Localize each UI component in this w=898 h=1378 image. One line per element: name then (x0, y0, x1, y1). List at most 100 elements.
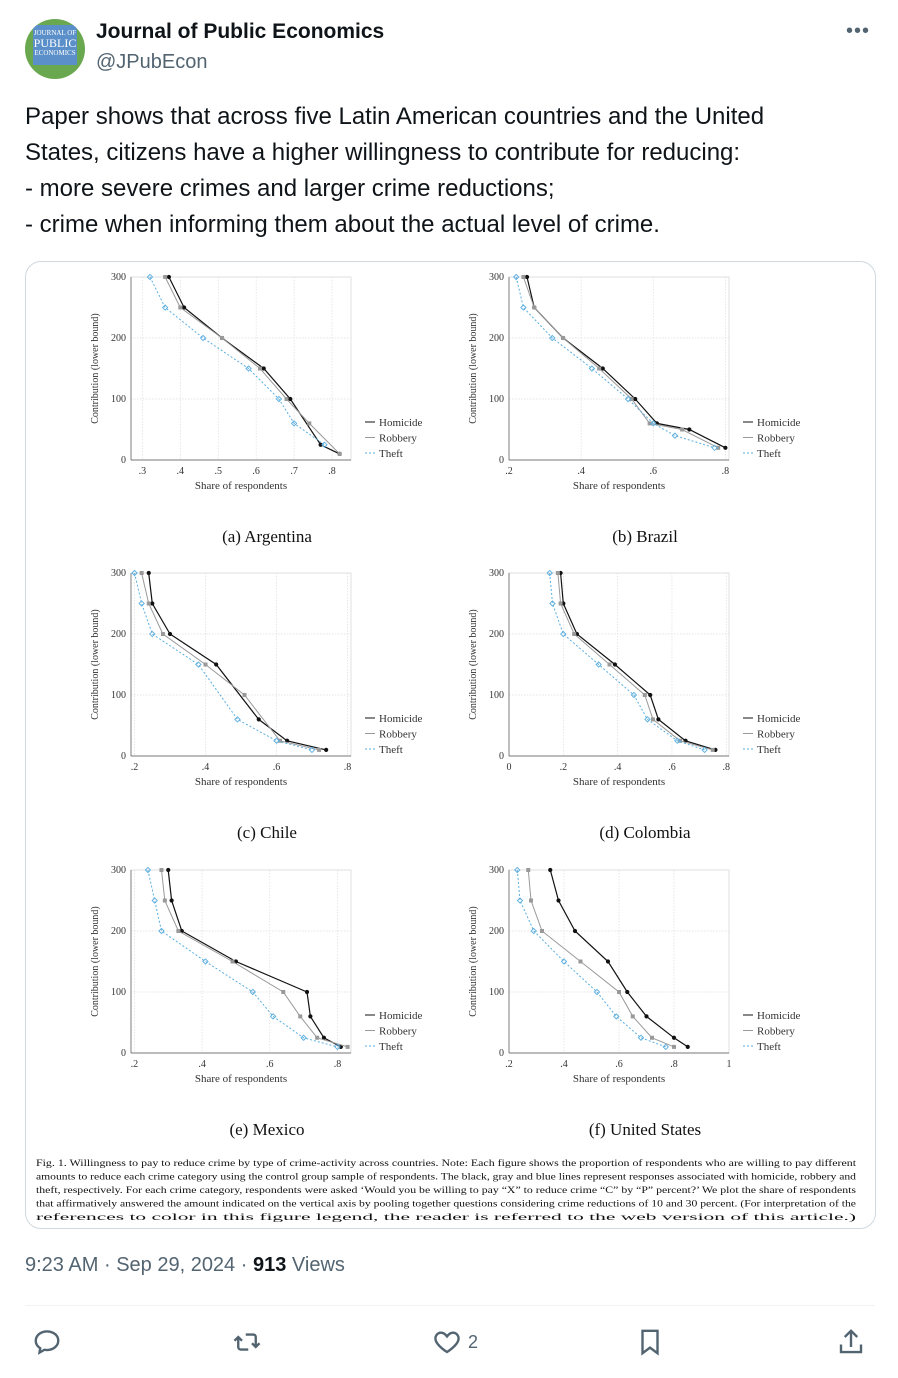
figure-caption: that affirmatively answered the amount i… (36, 1199, 856, 1210)
chart-panel: 0 .2 .4 .6 .8 0 100 200 300 Share of respondents C… (468, 568, 800, 842)
y-axis-label: Contribution (lower bound) (468, 906, 479, 1017)
series-line-robbery (527, 869, 675, 1048)
tweet-date[interactable]: Sep 29, 2024 (116, 1254, 236, 1276)
series-line-theft (549, 572, 705, 751)
point-theft (512, 273, 520, 281)
legend-label: Homicide (379, 713, 422, 725)
tweet-media[interactable]: .3.4.5.6.7.8 0 100 200 300 Share of responden… (25, 261, 876, 1229)
point-homicide (556, 898, 561, 903)
panel-title: (d) Colombia (599, 823, 691, 842)
bookmark-button[interactable] (635, 1320, 665, 1364)
series-line-theft (149, 276, 325, 446)
retweet-icon (233, 1333, 261, 1351)
x-tick-label: .8 (328, 466, 336, 477)
series-line-homicide (560, 572, 716, 751)
point-homicide (600, 366, 605, 371)
x-tick-label: .8 (344, 762, 352, 773)
point-homicide (524, 274, 530, 280)
x-tick-label: .8 (670, 1059, 678, 1070)
share-button[interactable] (836, 1320, 866, 1364)
point-robbery (572, 632, 577, 636)
point-theft (549, 600, 556, 607)
panel-title: (e) Mexico (229, 1120, 304, 1139)
point-homicide (687, 427, 692, 432)
plot-area (508, 572, 730, 757)
point-robbery (298, 1014, 303, 1019)
tweet-line: - crime when informing them about the ac… (25, 211, 660, 238)
reply-button[interactable] (32, 1320, 62, 1364)
author-name[interactable]: Journal of Public Economics (96, 20, 385, 43)
point-theft (290, 420, 298, 427)
point-robbery (242, 693, 247, 697)
series-line-homicide (549, 869, 689, 1048)
point-theft (595, 661, 602, 668)
point-robbery (617, 990, 621, 994)
x-tick-label: .4 (560, 1059, 568, 1070)
point-theft (630, 691, 638, 699)
point-robbery (540, 929, 544, 933)
y-tick-label: 300 (489, 272, 504, 283)
point-homicide (182, 305, 187, 310)
x-tick-label: .2 (505, 466, 513, 477)
meta-sep: · (103, 1254, 111, 1276)
point-homicide (648, 692, 653, 698)
plot-area (130, 572, 352, 757)
point-theft (151, 897, 158, 904)
panel-title: (a) Argentina (222, 527, 312, 546)
author-handle[interactable]: @JPubEcon (96, 51, 208, 73)
point-robbery (716, 445, 721, 450)
tweet-line: Paper shows that across five Latin Ameri… (25, 103, 765, 130)
y-tick-label: 200 (489, 926, 504, 937)
avatar[interactable]: JOURNAL OF PUBLIC ECONOMICS (25, 19, 85, 79)
legend-label: Theft (757, 744, 781, 756)
retweet-button[interactable] (232, 1320, 262, 1364)
tweet-time[interactable]: 9:23 AM (25, 1254, 99, 1276)
panel-title: (b) Brazil (612, 527, 678, 546)
reply-icon (34, 1330, 60, 1355)
point-robbery (317, 747, 322, 752)
point-theft (199, 334, 207, 342)
point-theft (613, 1013, 620, 1020)
x-tick-label: .6 (615, 1059, 623, 1070)
legend-label: Homicide (379, 417, 422, 429)
y-tick-label: 0 (121, 751, 126, 762)
point-theft (195, 661, 202, 668)
x-tick-label: .5 (214, 466, 222, 477)
legend-label: Robbery (379, 729, 417, 741)
tweet-meta: 9:23 AM · Sep 29, 2024 · 913 Views (25, 1254, 345, 1277)
chart-panel: .2 .4 .6 .8 0 100 200 300 Share of respondents Co… (90, 568, 422, 842)
point-homicide (338, 1044, 343, 1049)
point-theft (300, 1034, 307, 1041)
point-theft (138, 600, 145, 607)
action-bar: 2 (0, 1320, 898, 1364)
point-theft (560, 958, 568, 965)
point-theft (701, 746, 708, 754)
avatar-logo: JOURNAL OF PUBLIC ECONOMICS (33, 25, 77, 65)
point-homicide (633, 396, 638, 402)
like-button[interactable]: 2 (432, 1320, 478, 1364)
point-theft (662, 1043, 669, 1051)
y-tick-label: 0 (121, 455, 126, 466)
point-robbery (650, 717, 655, 722)
point-robbery (146, 601, 151, 606)
legend-label: Robbery (757, 1026, 795, 1038)
chart-panel: .2 .4 .6 .8 1 0 100 200 300 Share of respondents C… (468, 865, 800, 1139)
point-theft (308, 746, 316, 754)
point-theft (273, 737, 280, 744)
y-tick-label: 300 (111, 272, 126, 283)
point-robbery (203, 662, 208, 667)
point-homicide (656, 717, 661, 722)
ellipsis-icon[interactable]: ••• (846, 20, 871, 42)
point-theft (514, 866, 521, 874)
point-robbery (629, 397, 634, 401)
avatar-text-2: PUBLIC (33, 36, 77, 50)
x-tick-label: .6 (650, 466, 658, 477)
point-homicide (644, 1014, 649, 1019)
y-axis-label: Contribution (lower bound) (468, 609, 479, 720)
meta-sep: · (240, 1254, 248, 1276)
series-line-theft (516, 869, 666, 1048)
point-homicide (214, 662, 219, 667)
point-homicide (685, 1044, 690, 1049)
figure-caption: theft, respectively. For each crime cate… (36, 1185, 856, 1196)
